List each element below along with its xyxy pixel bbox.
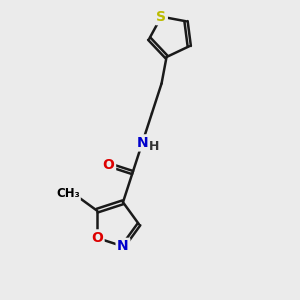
Text: N: N <box>136 136 148 150</box>
Text: H: H <box>149 140 159 153</box>
Text: S: S <box>156 10 166 24</box>
Text: O: O <box>103 158 115 172</box>
Text: N: N <box>117 239 129 254</box>
Text: CH₃: CH₃ <box>56 187 80 200</box>
Text: O: O <box>91 231 103 245</box>
